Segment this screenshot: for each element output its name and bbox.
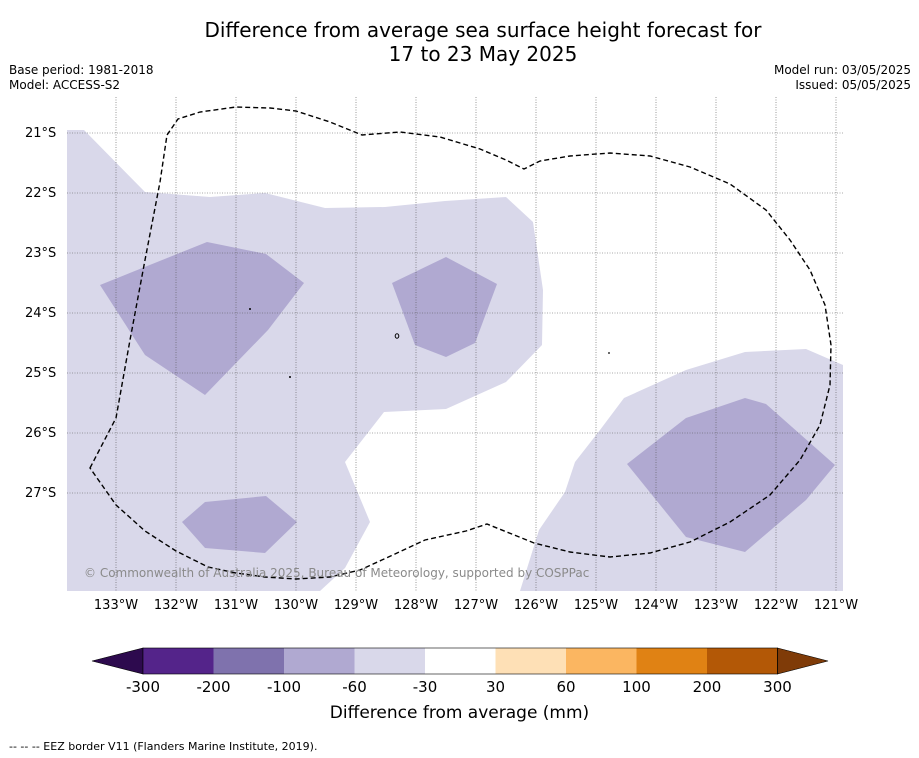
colorbar-bin-9 (707, 648, 778, 674)
lon-label-124w: 124°W (633, 598, 679, 613)
colorbar-bin-7 (566, 648, 637, 674)
lon-label-133w: 133°W (93, 598, 139, 613)
grid-lines (67, 97, 843, 591)
colorbar-tick-300: 300 (763, 678, 792, 696)
anomaly-region-medium-4 (627, 398, 835, 552)
colorbar-tick-neg100: -100 (266, 678, 302, 696)
colorbar-frame (142, 647, 778, 675)
colorbar-tick-neg300: -300 (125, 678, 161, 696)
colorbar-extend-high (777, 647, 829, 675)
anomaly-region-medium-3 (182, 496, 297, 553)
anomaly-region-medium-2 (392, 257, 497, 357)
colorbar-tick-30: 30 (485, 678, 506, 696)
lon-label-130w: 130°W (273, 598, 319, 613)
lat-label-27s: 27°S (25, 486, 57, 501)
colorbar (91, 647, 829, 675)
issued-date: Issued: 05/05/2025 (795, 78, 911, 92)
colorbar-bin-6 (495, 648, 566, 674)
eez-legend-note: -- -- -- EEZ border V11 (Flanders Marine… (9, 740, 318, 753)
lat-label-26s: 26°S (25, 426, 57, 441)
base-period: Base period: 1981-2018 (9, 63, 154, 77)
anomaly-region-light-edge (67, 218, 70, 226)
model-run: Model run: 03/05/2025 (773, 63, 911, 77)
lat-label-23s: 23°S (25, 246, 57, 261)
lat-label-25s: 25°S (25, 366, 57, 381)
lon-label-125w: 125°W (573, 598, 619, 613)
colorbar-axis-label: Difference from average (mm) (329, 703, 590, 723)
colorbar-bin-1 (143, 648, 214, 674)
lon-label-127w: 127°W (453, 598, 499, 613)
colorbar-bin-8 (636, 648, 707, 674)
colorbar-tick-neg30: -30 (412, 678, 438, 696)
lat-label-21s: 21°S (25, 126, 57, 141)
title-line-1: Difference from average sea surface heig… (204, 18, 762, 42)
lon-label-132w: 132°W (153, 598, 199, 613)
colorbar-tick-neg60: -60 (342, 678, 367, 696)
title-line-2: 17 to 23 May 2025 (388, 42, 578, 66)
colorbar-tick-100: 100 (622, 678, 651, 696)
copyright-watermark: © Commonwealth of Australia 2025, Bureau… (84, 566, 590, 580)
colorbar-tick-neg200: -200 (196, 678, 231, 696)
colorbar-bin-4 (354, 648, 425, 674)
colorbar-bin-5 (425, 648, 496, 674)
colorbar-tick-60: 60 (556, 678, 576, 696)
colorbar-bin-2 (213, 648, 284, 674)
meta-right: Model run: 03/05/2025 Issued: 05/05/2025 (774, 63, 911, 93)
meta-left: Base period: 1981-2018 Model: ACCESS-S2 (9, 63, 154, 93)
lon-label-123w: 123°W (693, 598, 739, 613)
anomaly-region-medium-1 (100, 242, 304, 395)
model-name: Model: ACCESS-S2 (9, 78, 121, 92)
lon-label-126w: 126°W (513, 598, 559, 613)
lon-label-128w: 128°W (393, 598, 439, 613)
colorbar-bin-3 (284, 648, 355, 674)
map-title: Difference from average sea surface heig… (0, 18, 919, 66)
lat-label-22s: 22°S (25, 186, 57, 201)
lon-label-131w: 131°W (213, 598, 259, 613)
island-specks (249, 308, 610, 378)
colorbar-extend-low (91, 647, 144, 675)
lon-label-129w: 129°W (333, 598, 379, 613)
lon-label-121w: 121°W (813, 598, 859, 613)
anomaly-region-light-west (67, 130, 543, 591)
lon-label-122w: 122°W (753, 598, 799, 613)
lat-label-24s: 24°S (25, 306, 57, 321)
colorbar-tick-200: 200 (692, 678, 722, 696)
